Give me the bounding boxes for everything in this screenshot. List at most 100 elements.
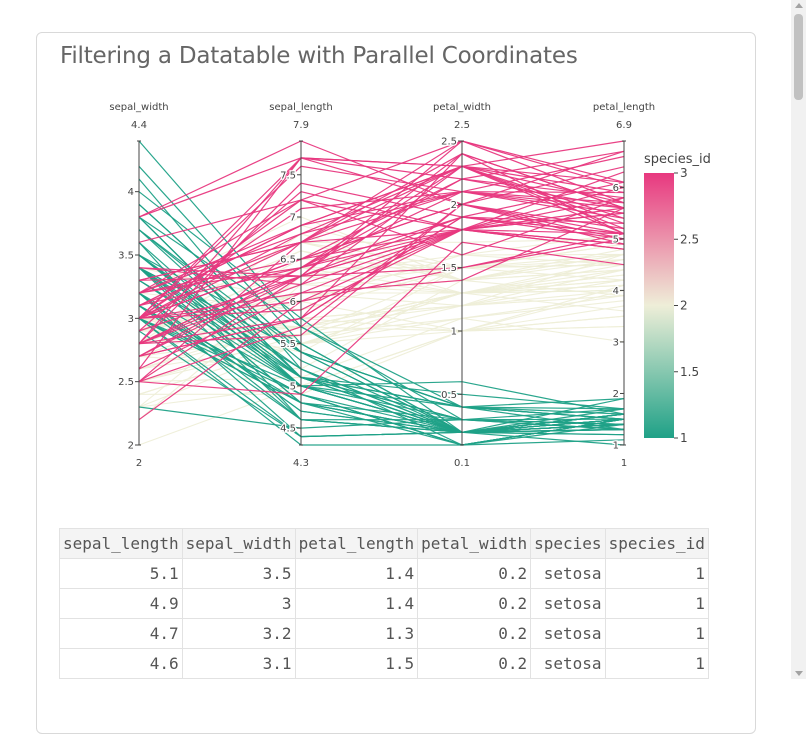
record-line	[138, 212, 625, 307]
colorbar-tick-label: 3	[680, 166, 688, 180]
table-cell: 4.9	[59, 588, 183, 619]
column-header[interactable]: petal_length	[294, 528, 419, 559]
axis-min-label: 4.3	[293, 458, 309, 469]
table-row[interactable]: 5.1 3.5 1.4 0.2 setosa 1	[59, 558, 709, 589]
record-line	[138, 150, 625, 345]
table-cell: 4.6	[59, 648, 183, 679]
page-title: Filtering a Datatable with Parallel Coor…	[60, 43, 578, 69]
record-line	[138, 153, 625, 307]
record-line	[138, 241, 625, 446]
axis-max-label: 6.9	[616, 120, 632, 131]
table-cell: 3.2	[181, 618, 296, 649]
record-line	[138, 305, 625, 395]
axis-sepal_width[interactable]: sepal_width 4.4 22 2.5 3 3.5 4	[109, 102, 168, 469]
axis-tick-label: 6	[290, 297, 296, 308]
parallel-coordinates-plot[interactable]: sepal_width4.4222.533.54sepal_length7.94…	[37, 33, 755, 493]
axis-title[interactable]: petal_length	[593, 102, 655, 113]
axis-tick-label: 5	[613, 234, 619, 245]
dashboard-card: Filtering a Datatable with Parallel Coor…	[36, 32, 756, 734]
table-cell: 0.2	[417, 558, 532, 589]
record-line	[138, 140, 625, 281]
table-cell: 5.1	[59, 558, 183, 589]
data-table: sepal_length sepal_width petal_length petal…	[59, 528, 709, 679]
scroll-down-arrow-icon[interactable]	[795, 671, 803, 676]
axis-title[interactable]: sepal_length	[269, 102, 333, 113]
table-cell: 1.3	[294, 618, 419, 649]
vertical-scrollbar[interactable]	[791, 0, 806, 679]
record-line	[138, 254, 625, 302]
column-header[interactable]: petal_width	[417, 528, 532, 559]
record-line	[138, 315, 625, 370]
colorbar-tick-label: 1	[680, 431, 688, 445]
record-line	[138, 203, 625, 319]
axis-petal_length[interactable]: petal_length 6.9 11 2 3 4 5 6	[593, 102, 655, 469]
axis-max-label: 7.9	[293, 120, 309, 131]
table-cell: 4.7	[59, 618, 183, 649]
record-line	[138, 254, 625, 415]
scroll-up-arrow-icon[interactable]	[795, 3, 803, 8]
table-cell: 1.5	[294, 648, 419, 679]
axis-tick-label: 3.5	[118, 251, 134, 262]
table-cell: setosa	[530, 618, 606, 649]
colorbar-tick-label: 2	[680, 299, 688, 313]
axis-tick-label: 1	[451, 327, 457, 338]
table-cell: 1	[604, 648, 709, 679]
table-cell: 1.4	[294, 558, 419, 589]
record-line	[138, 216, 625, 383]
table-cell: 3	[181, 588, 296, 619]
scroll-thumb[interactable]	[794, 14, 803, 100]
record-line	[138, 216, 625, 357]
record-line	[138, 197, 625, 319]
axis-tick-label: 2	[613, 389, 619, 400]
column-header[interactable]: sepal_width	[181, 528, 296, 559]
axis-sepal_length[interactable]: sepal_length 7.9 4.3 4.5 5 5.5 6 6.5 7 7.5	[269, 102, 333, 469]
record-line	[138, 295, 625, 383]
record-line	[138, 292, 625, 438]
table-row[interactable]: 4.9 3 1.4 0.2 setosa 1	[59, 588, 709, 619]
axis-min-label: 2	[136, 458, 142, 469]
axis-tick-label: 2	[451, 200, 457, 211]
colorbar-tick-label: 2.5	[680, 232, 699, 246]
record-line	[138, 165, 625, 294]
record-line	[138, 325, 625, 408]
record-line	[138, 216, 625, 357]
table-row[interactable]: 4.7 3.2 1.3 0.2 setosa 1	[59, 618, 709, 649]
axis-tick-label: 0.5	[441, 390, 457, 401]
column-header[interactable]: sepal_length	[59, 528, 183, 559]
record-line	[138, 150, 625, 218]
axis-title[interactable]: petal_width	[433, 102, 491, 113]
axis-tick-label: 2	[128, 441, 134, 452]
table-cell: setosa	[530, 648, 606, 679]
axis-tick-label: 3	[128, 314, 134, 325]
axis-min-label: 1	[621, 458, 627, 469]
table-cell: 3.1	[181, 648, 296, 679]
axis-tick-label: 6	[613, 183, 619, 194]
axis-petal_width[interactable]: petal_width 2.5 0.1 0.5 1 1.5 2 2.5	[433, 102, 491, 469]
record-line	[138, 238, 625, 421]
record-line	[138, 305, 625, 446]
table-cell: 0.2	[417, 618, 532, 649]
record-line	[138, 406, 625, 431]
record-line	[138, 140, 625, 218]
axis-title[interactable]: sepal_width	[109, 102, 168, 113]
record-line	[138, 317, 625, 383]
record-line	[138, 157, 625, 319]
table-cell: setosa	[530, 558, 606, 589]
table-cell: 0.2	[417, 648, 532, 679]
column-header[interactable]: species	[530, 528, 606, 559]
column-header[interactable]: species_id	[604, 528, 709, 559]
colorbar-gradient	[644, 173, 674, 438]
axis-tick-label: 4	[128, 187, 134, 198]
axis-min-label: 0.1	[454, 458, 470, 469]
axis-max-label: 4.4	[131, 120, 147, 131]
table-row[interactable]: 4.6 3.1 1.5 0.2 setosa 1	[59, 648, 709, 679]
record-line	[138, 279, 625, 433]
record-line	[138, 140, 625, 243]
table-cell: 0.2	[417, 588, 532, 619]
axis-tick-label: 4	[613, 286, 619, 297]
axis-tick-label: 6.5	[280, 255, 296, 266]
axis-tick-label: 4.5	[280, 424, 296, 435]
record-line	[138, 165, 625, 307]
axis-tick-label: 2.5	[441, 137, 457, 148]
record-line	[138, 317, 625, 446]
